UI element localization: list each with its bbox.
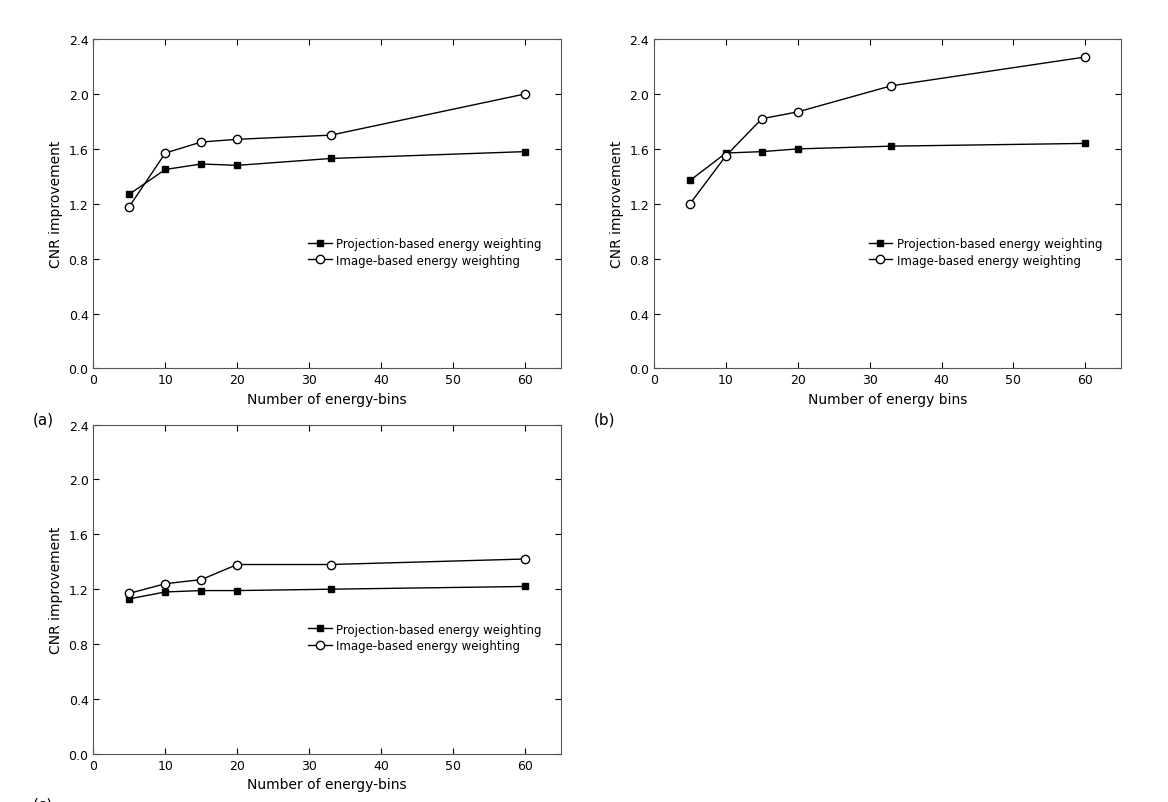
Image-based energy weighting xyxy=(230,136,244,145)
Line: Image-based energy weighting: Image-based energy weighting xyxy=(125,91,529,212)
X-axis label: Number of energy-bins: Number of energy-bins xyxy=(248,777,406,792)
Projection-based energy weighting xyxy=(123,190,137,200)
Image-based energy weighting xyxy=(791,108,805,118)
Image-based energy weighting xyxy=(755,115,769,124)
Projection-based energy weighting xyxy=(1078,140,1092,149)
Legend: Projection-based energy weighting, Image-based energy weighting: Projection-based energy weighting, Image… xyxy=(305,234,545,271)
Line: Projection-based energy weighting: Projection-based energy weighting xyxy=(126,149,528,198)
Projection-based energy weighting xyxy=(719,149,734,159)
Image-based energy weighting xyxy=(230,560,244,569)
Y-axis label: CNR improvement: CNR improvement xyxy=(610,141,624,268)
Projection-based energy weighting xyxy=(517,582,531,592)
Projection-based energy weighting xyxy=(159,165,173,175)
Projection-based energy weighting xyxy=(159,587,173,597)
Legend: Projection-based energy weighting, Image-based energy weighting: Projection-based energy weighting, Image… xyxy=(865,234,1106,271)
Projection-based energy weighting xyxy=(324,585,338,594)
Y-axis label: CNR improvement: CNR improvement xyxy=(49,526,63,653)
Line: Image-based energy weighting: Image-based energy weighting xyxy=(686,54,1090,209)
Text: (c): (c) xyxy=(33,796,53,802)
Image-based energy weighting xyxy=(324,560,338,569)
Image-based energy weighting xyxy=(194,138,208,148)
Projection-based energy weighting xyxy=(123,594,137,604)
Image-based energy weighting xyxy=(1078,53,1092,63)
Line: Image-based energy weighting: Image-based energy weighting xyxy=(125,555,529,597)
Image-based energy weighting xyxy=(159,149,173,159)
Projection-based energy weighting xyxy=(230,586,244,596)
Image-based energy weighting xyxy=(324,132,338,141)
Projection-based energy weighting xyxy=(230,161,244,171)
Projection-based energy weighting xyxy=(884,142,898,152)
Projection-based energy weighting xyxy=(517,148,531,157)
X-axis label: Number of energy-bins: Number of energy-bins xyxy=(248,392,406,407)
Image-based energy weighting xyxy=(159,579,173,589)
Line: Projection-based energy weighting: Projection-based energy weighting xyxy=(126,583,528,602)
Image-based energy weighting xyxy=(719,152,734,161)
Projection-based energy weighting xyxy=(194,160,208,169)
Image-based energy weighting xyxy=(517,554,531,564)
Text: (a): (a) xyxy=(33,411,54,427)
Projection-based energy weighting xyxy=(683,176,697,186)
Image-based energy weighting xyxy=(123,202,137,212)
X-axis label: Number of energy bins: Number of energy bins xyxy=(808,392,967,407)
Projection-based energy weighting xyxy=(194,586,208,596)
Y-axis label: CNR improvement: CNR improvement xyxy=(49,141,63,268)
Projection-based energy weighting xyxy=(791,145,805,155)
Legend: Projection-based energy weighting, Image-based energy weighting: Projection-based energy weighting, Image… xyxy=(305,619,545,656)
Text: (b): (b) xyxy=(593,411,614,427)
Image-based energy weighting xyxy=(517,90,531,99)
Image-based energy weighting xyxy=(123,589,137,598)
Image-based energy weighting xyxy=(683,200,697,209)
Line: Projection-based energy weighting: Projection-based energy weighting xyxy=(687,141,1089,184)
Image-based energy weighting xyxy=(194,575,208,585)
Image-based energy weighting xyxy=(884,82,898,91)
Projection-based energy weighting xyxy=(755,148,769,157)
Projection-based energy weighting xyxy=(324,155,338,164)
